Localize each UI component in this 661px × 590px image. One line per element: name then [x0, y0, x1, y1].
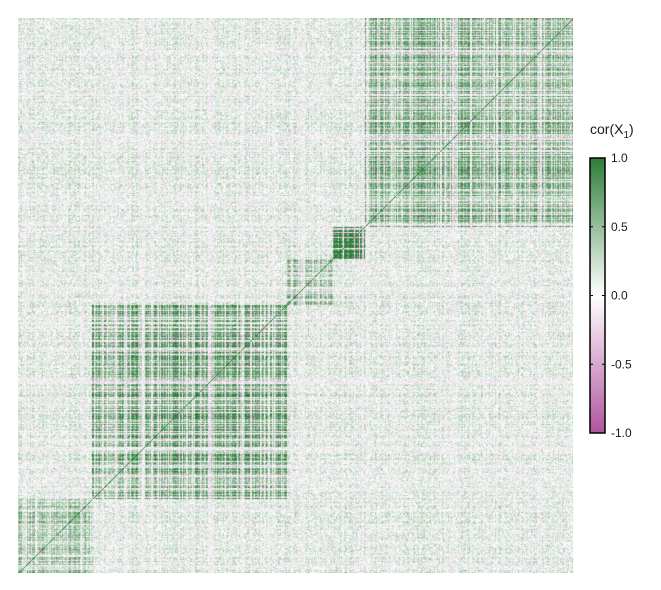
legend-tick-label: 0.5 — [611, 220, 628, 234]
correlation-heatmap — [18, 18, 573, 573]
legend-ticks: 1.0 0.5 0.0 -0.5 -1.0 — [590, 151, 632, 440]
legend-tick-label: 0.0 — [611, 289, 628, 303]
legend-title: cor(X1) — [590, 121, 634, 141]
legend-tick-label: -0.5 — [611, 357, 632, 371]
legend-tick-label: -1.0 — [611, 426, 632, 440]
legend-tick-label: 1.0 — [611, 151, 628, 165]
